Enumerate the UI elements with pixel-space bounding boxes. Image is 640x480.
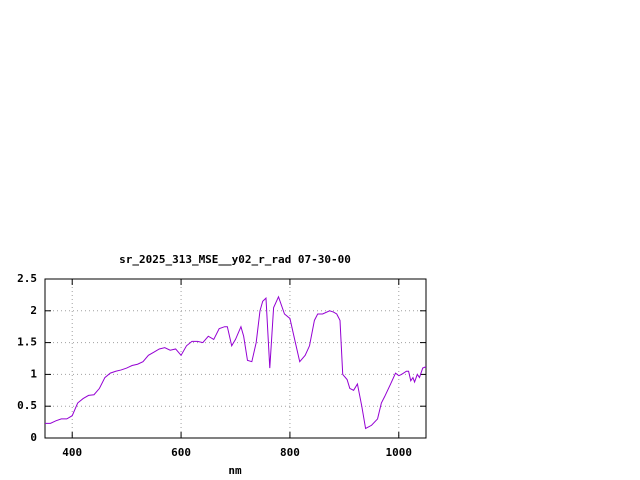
y-tick-label: 2 xyxy=(30,304,37,317)
x-tick-label: 600 xyxy=(171,446,191,459)
y-tick-label: 0.5 xyxy=(17,399,37,412)
chart-title: sr_2025_313_MSE__y02_r_rad 07-30-00 xyxy=(119,253,351,266)
data-line xyxy=(45,295,427,430)
x-axis-label: nm xyxy=(228,464,242,477)
y-tick-label: 1 xyxy=(30,367,37,380)
x-tick-label: 1000 xyxy=(386,446,413,459)
x-tick-label: 800 xyxy=(280,446,300,459)
plot-frame xyxy=(44,278,427,439)
y-tick-label: 2.5 xyxy=(17,272,37,285)
y-tick-label: 0 xyxy=(30,431,37,444)
y-tick-label: 1.5 xyxy=(17,336,37,349)
x-tick-label: 400 xyxy=(62,446,82,459)
